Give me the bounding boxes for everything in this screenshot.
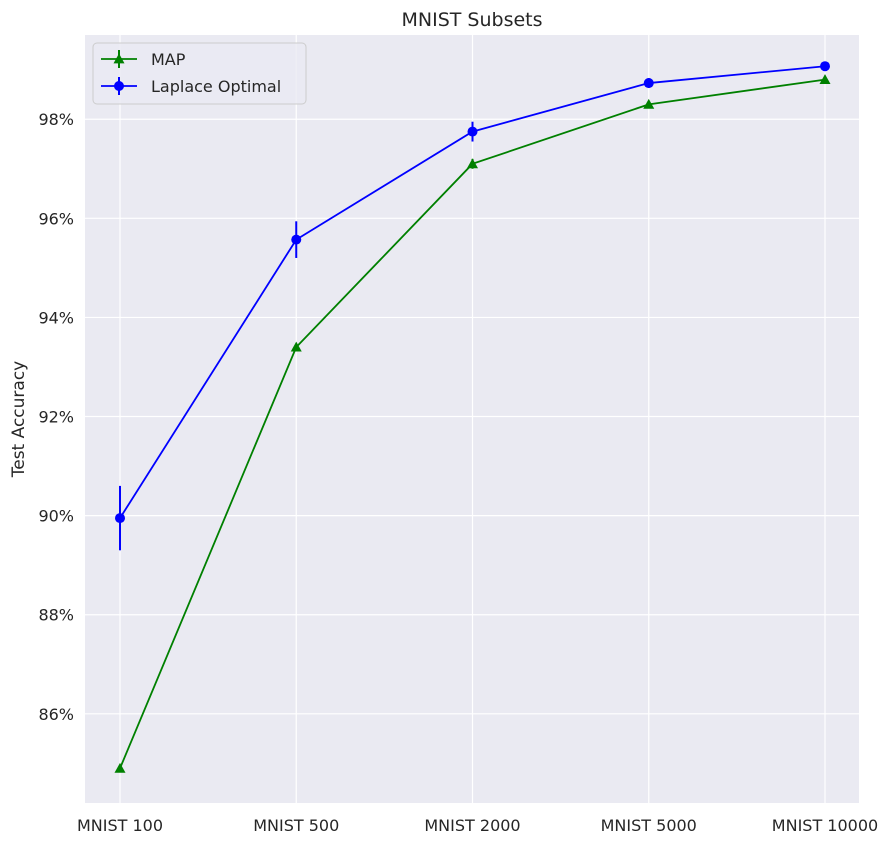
data-point — [820, 61, 830, 72]
x-tick-label: MNIST 100 — [77, 816, 163, 835]
series-layer — [114, 61, 831, 773]
legend-label: Laplace Optimal — [151, 77, 281, 96]
y-axis-label: Test Accuracy — [9, 361, 29, 479]
legend-marker — [113, 53, 125, 64]
legend-label: MAP — [151, 50, 186, 69]
x-tick-label: MNIST 500 — [253, 816, 339, 835]
data-point — [467, 158, 478, 169]
legend-item: MAP — [101, 50, 186, 69]
data-point — [114, 762, 126, 773]
data-point — [467, 126, 478, 137]
y-tick-label: 86% — [38, 705, 74, 724]
grid — [85, 35, 859, 803]
y-tick-label: 90% — [38, 507, 74, 526]
y-tick-label: 88% — [38, 606, 74, 625]
data-point — [643, 98, 655, 109]
data-point — [819, 74, 831, 84]
chart-title: MNIST Subsets — [401, 9, 542, 31]
legend-marker — [114, 81, 124, 91]
y-tick-label: 92% — [38, 408, 74, 427]
x-tick-label: MNIST 10000 — [772, 816, 878, 835]
legend-box — [92, 42, 307, 105]
x-tick-label: MNIST 5000 — [601, 816, 697, 835]
legend-item: Laplace Optimal — [101, 77, 281, 96]
series-laplace-optimal — [115, 61, 830, 551]
series-map — [114, 74, 831, 773]
y-tick-label: 98% — [38, 110, 74, 129]
y-tick-label: 96% — [38, 209, 74, 228]
data-point — [643, 78, 654, 89]
data-point — [291, 234, 302, 245]
y-tick-label: 94% — [38, 308, 74, 327]
tick-labels: 86% 88% 90% 92% 94% 96% 98% MNIST 100 MNIST 500 M… — [38, 110, 878, 835]
data-point — [290, 341, 302, 352]
legend: MAP Laplace Optimal — [92, 42, 307, 105]
data-point — [115, 513, 125, 524]
x-tick-label: MNIST 2000 — [424, 816, 520, 835]
